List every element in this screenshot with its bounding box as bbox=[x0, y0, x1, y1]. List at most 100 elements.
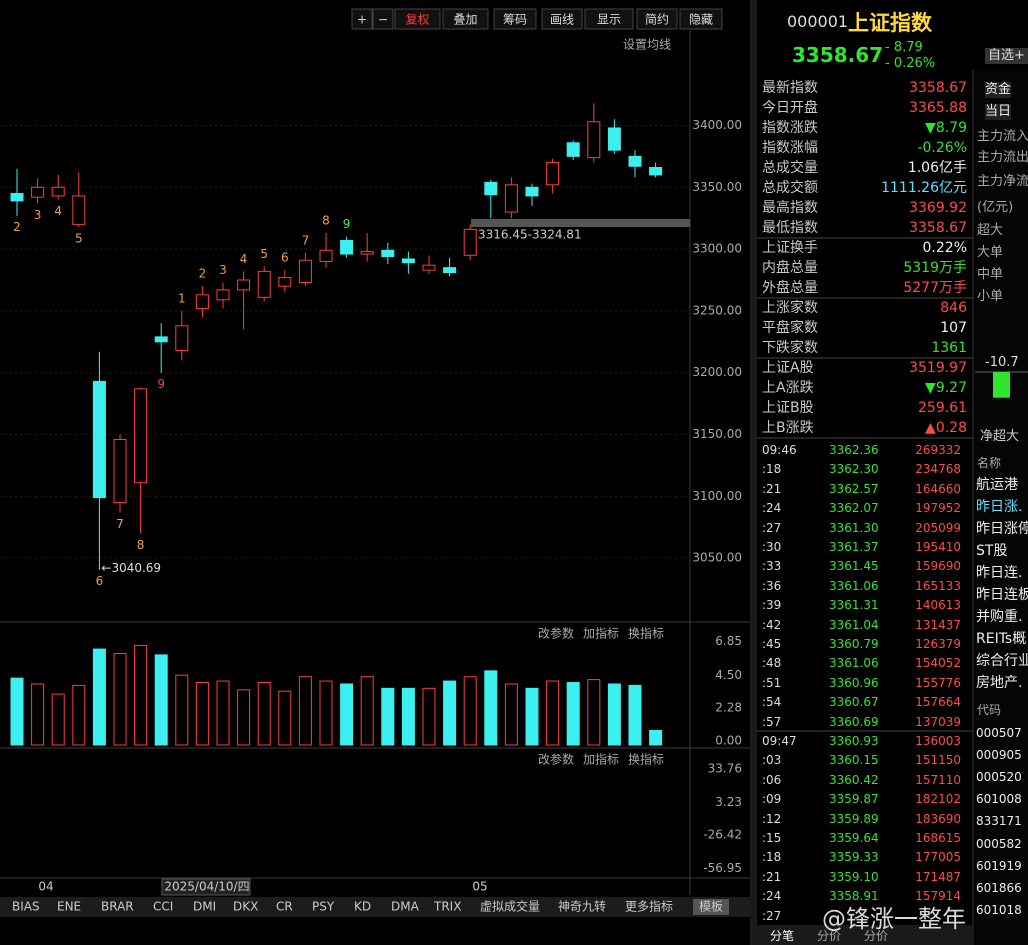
tick-price: 3361.06 bbox=[829, 656, 879, 671]
bottom-tab[interactable]: 分笔 bbox=[770, 929, 795, 943]
volume-bar bbox=[278, 690, 292, 746]
macd-tick-label: 3.23 bbox=[715, 795, 742, 809]
tick-volume: 183690 bbox=[915, 811, 961, 826]
tick-time: :18 bbox=[762, 850, 782, 865]
candle-body bbox=[360, 251, 374, 255]
quote-label: 上A涨跌 bbox=[762, 380, 814, 396]
macd-tick-label: -26.42 bbox=[703, 828, 742, 842]
tick-time: :54 bbox=[762, 695, 782, 710]
tick-time: :42 bbox=[762, 617, 782, 632]
toolbar-button bbox=[636, 8, 678, 30]
tick-price: 3361.37 bbox=[829, 540, 879, 554]
indicator-tab: 虚拟成交量 bbox=[480, 899, 540, 914]
tick-price: 3362.30 bbox=[829, 462, 879, 477]
quote-value: 5319万手 bbox=[903, 260, 967, 276]
candle-body bbox=[422, 264, 436, 271]
volume-bar bbox=[381, 687, 395, 746]
tick-time: :24 bbox=[762, 501, 782, 516]
tick-price: 3362.07 bbox=[829, 501, 879, 516]
side-tab[interactable]: 当日 bbox=[985, 104, 1012, 120]
sector-name[interactable]: 昨日连. bbox=[976, 565, 1023, 581]
quote-value: 3365.88 bbox=[909, 100, 967, 116]
tab-active bbox=[693, 899, 729, 915]
tick-price: 3360.42 bbox=[829, 772, 879, 787]
volume-bar bbox=[195, 682, 209, 746]
tick-time: :15 bbox=[762, 831, 782, 845]
tick-volume: 159690 bbox=[915, 559, 961, 574]
watermark: @锋涨一整年 bbox=[822, 905, 966, 933]
quote-value: 1361 bbox=[931, 340, 967, 356]
tick-price: 3361.06 bbox=[829, 578, 879, 593]
volume-bar bbox=[587, 679, 601, 746]
code-header: 代码 bbox=[977, 703, 1002, 717]
stock-code[interactable]: 000507 bbox=[976, 726, 1022, 740]
stock-code[interactable]: 601866 bbox=[976, 880, 1022, 895]
stock-code[interactable]: 601919 bbox=[976, 858, 1022, 873]
tick-volume: 140613 bbox=[915, 598, 961, 613]
tick-volume: 151150 bbox=[915, 753, 961, 768]
sector-name[interactable]: 昨日连板 bbox=[976, 587, 1028, 603]
fav-button[interactable]: 自选+ bbox=[985, 48, 1028, 64]
nine-turn-count: 8 bbox=[137, 538, 145, 552]
stock-code[interactable]: 000520 bbox=[976, 770, 1022, 785]
candle-body bbox=[175, 325, 189, 351]
volume-bar bbox=[649, 729, 663, 746]
volume-bar bbox=[566, 682, 580, 746]
toolbar-button bbox=[442, 8, 489, 30]
tick-volume: 154052 bbox=[915, 656, 961, 671]
volume-bar bbox=[463, 676, 477, 746]
nine-turn-count: 6 bbox=[96, 574, 104, 588]
indicator-tab: PSY bbox=[312, 900, 335, 914]
quote-value: -0.26% bbox=[917, 140, 967, 156]
macd-tick-label: 33.76 bbox=[708, 761, 742, 775]
tick-time: :21 bbox=[762, 869, 782, 884]
stock-code[interactable]: 833171 bbox=[976, 814, 1022, 829]
flow-label: 超大 bbox=[977, 223, 1004, 238]
sector-name[interactable]: 昨日涨. bbox=[976, 499, 1023, 515]
sector-name[interactable]: 航运港 bbox=[976, 477, 1018, 493]
tick-time: :51 bbox=[762, 675, 782, 690]
candle-body bbox=[113, 438, 127, 504]
indicator-tab: DKX bbox=[233, 900, 258, 914]
bottom-tab[interactable]: 分价 bbox=[817, 929, 842, 943]
vol-tick-label: 0.00 bbox=[715, 734, 742, 748]
nine-turn-count: 7 bbox=[116, 517, 124, 531]
candle-body bbox=[51, 186, 65, 197]
panel-button: 加指标 bbox=[583, 626, 619, 641]
stock-code[interactable]: 601008 bbox=[976, 792, 1022, 807]
quote-label: 内盘总量 bbox=[762, 260, 818, 276]
volume-bar bbox=[504, 683, 518, 746]
candle-body bbox=[381, 249, 395, 258]
sector-name[interactable]: ST股 bbox=[976, 543, 1008, 559]
sector-name[interactable]: 昨日涨停 bbox=[976, 521, 1028, 537]
quote-label: 指数涨跌 bbox=[762, 120, 818, 136]
candle-body bbox=[628, 155, 642, 167]
sector-name[interactable]: 综合行业 bbox=[976, 653, 1028, 669]
stock-code[interactable]: 601018 bbox=[976, 902, 1022, 917]
sector-name[interactable]: 房地产. bbox=[976, 675, 1023, 691]
sector-name[interactable]: 并购重. bbox=[976, 609, 1023, 625]
volume-bar bbox=[237, 689, 251, 746]
side-tab[interactable]: 资金 bbox=[985, 82, 1012, 98]
stock-code[interactable]: 000905 bbox=[976, 748, 1022, 763]
volume-bar bbox=[319, 680, 333, 746]
range-band bbox=[471, 219, 690, 227]
tick-price: 3362.36 bbox=[829, 443, 879, 457]
flow-label: 主力流入 bbox=[977, 129, 1028, 144]
tick-volume: 157664 bbox=[915, 695, 961, 710]
sector-name[interactable]: REITs概 bbox=[976, 631, 1027, 647]
indicator-tab: BIAS bbox=[12, 900, 40, 914]
candle-body bbox=[298, 259, 312, 283]
bottom-tab[interactable]: 分价 bbox=[864, 929, 889, 943]
quote-value: 846 bbox=[940, 300, 967, 316]
macd-tick-label: -56.95 bbox=[703, 861, 742, 875]
volume-bar bbox=[484, 670, 498, 746]
nine-turn-count: 4 bbox=[240, 252, 248, 266]
tick-time: :30 bbox=[762, 540, 782, 554]
tick-time: :03 bbox=[762, 753, 782, 768]
stock-code[interactable]: 000582 bbox=[976, 836, 1022, 851]
price: 3358.67 bbox=[792, 43, 884, 67]
tick-volume: 269332 bbox=[915, 443, 961, 457]
